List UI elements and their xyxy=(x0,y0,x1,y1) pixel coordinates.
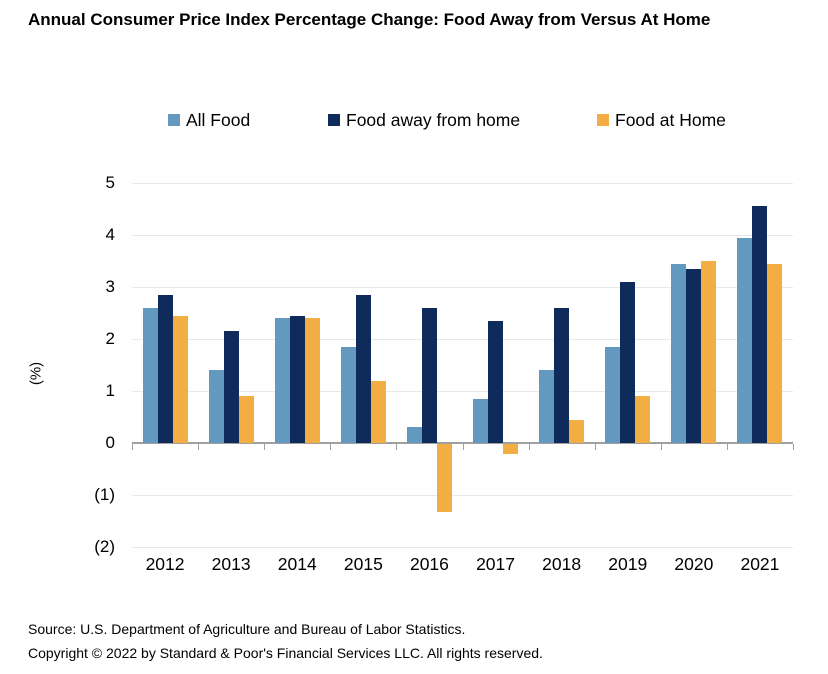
copyright-note: Copyright © 2022 by Standard & Poor's Fi… xyxy=(28,645,543,661)
legend-item-all-food: All Food xyxy=(168,107,250,133)
y-tick-label: 3 xyxy=(105,277,115,296)
y-tick-label: (1) xyxy=(94,485,115,504)
bar-2014-all-food xyxy=(274,318,290,443)
x-axis-label: 2013 xyxy=(211,554,251,574)
bar-2015-food-at-home xyxy=(370,380,386,443)
gridline xyxy=(132,391,793,392)
chart-title: Annual Consumer Price Index Percentage C… xyxy=(28,10,711,29)
bar-2017-food-away-from-home xyxy=(488,320,504,443)
axis-tick xyxy=(198,444,200,450)
bar-2019-food-at-home xyxy=(635,396,651,443)
y-tick-label: 0 xyxy=(105,433,115,452)
bar-2013-food-away-from-home xyxy=(223,331,239,443)
bar-2020-food-away-from-home xyxy=(686,268,702,443)
x-axis-label: 2019 xyxy=(608,554,648,574)
axis-tick xyxy=(396,444,398,450)
axis-tick xyxy=(462,444,464,450)
legend: All Food Food away from home Food at Hom… xyxy=(0,107,828,133)
gridline xyxy=(132,235,793,236)
x-axis-label: 2017 xyxy=(476,554,516,574)
bar-2014-food-away-from-home xyxy=(289,315,305,443)
bar-2019-all-food xyxy=(605,346,621,443)
x-axis-label: 2015 xyxy=(343,554,383,574)
axis-tick xyxy=(264,444,266,450)
x-axis-label: 2020 xyxy=(674,554,714,574)
axis-tick xyxy=(132,444,133,450)
bar-2020-food-at-home xyxy=(701,261,717,443)
axis-tick xyxy=(594,444,596,450)
bar-2012-all-food xyxy=(142,307,158,443)
gridline xyxy=(132,183,793,184)
bar-2017-all-food xyxy=(473,398,489,443)
source-note: Source: U.S. Department of Agriculture a… xyxy=(28,621,466,637)
bar-2012-food-away-from-home xyxy=(157,294,173,443)
bar-2016-food-at-home xyxy=(436,444,452,512)
x-axis-label: 2018 xyxy=(542,554,582,574)
y-tick-label: (2) xyxy=(94,537,115,556)
gridline xyxy=(132,287,793,288)
bar-2021-all-food xyxy=(737,237,753,443)
x-axis-label: 2021 xyxy=(740,554,780,574)
x-axis-line xyxy=(132,442,793,444)
axis-tick xyxy=(726,444,728,450)
bar-2013-food-at-home xyxy=(238,396,254,443)
bar-2016-food-away-from-home xyxy=(421,307,437,443)
bar-2021-food-away-from-home xyxy=(752,206,768,443)
y-tick-label: 5 xyxy=(105,173,115,192)
y-tick-label: 1 xyxy=(105,381,115,400)
gridline xyxy=(132,339,793,340)
bar-2017-food-at-home xyxy=(503,444,519,455)
x-axis-label: 2012 xyxy=(145,554,185,574)
bar-2020-all-food xyxy=(671,263,687,443)
bar-2019-food-away-from-home xyxy=(620,281,636,443)
gridline xyxy=(132,547,793,548)
legend-item-food-at-home: Food at Home xyxy=(597,107,726,133)
bar-2021-food-at-home xyxy=(767,263,783,443)
food-at-home-swatch-icon xyxy=(597,114,609,126)
bar-2016-all-food xyxy=(406,427,422,443)
legend-label: All Food xyxy=(186,109,251,130)
axis-tick xyxy=(793,444,794,450)
legend-label: Food at Home xyxy=(615,109,726,130)
bar-2018-all-food xyxy=(539,370,555,443)
all-food-swatch-icon xyxy=(168,114,180,126)
axis-tick xyxy=(660,444,662,450)
legend-item-food-away-from-home: Food away from home xyxy=(328,107,520,133)
y-tick-label: 2 xyxy=(105,329,115,348)
y-tick-label: 4 xyxy=(105,225,115,244)
bar-2014-food-at-home xyxy=(304,318,320,443)
gridline xyxy=(132,495,793,496)
bar-2018-food-away-from-home xyxy=(554,307,570,443)
bar-2013-all-food xyxy=(208,370,224,443)
axis-tick xyxy=(528,444,530,450)
x-axis-label: 2016 xyxy=(409,554,449,574)
x-axis-label: 2014 xyxy=(277,554,317,574)
axis-tick xyxy=(330,444,332,450)
bar-2018-food-at-home xyxy=(569,419,585,443)
bar-2015-food-away-from-home xyxy=(355,294,371,443)
bar-2015-all-food xyxy=(340,346,356,443)
bar-2012-food-at-home xyxy=(172,315,188,443)
legend-label: Food away from home xyxy=(346,109,521,130)
food-away-from-home-swatch-icon xyxy=(328,114,340,126)
